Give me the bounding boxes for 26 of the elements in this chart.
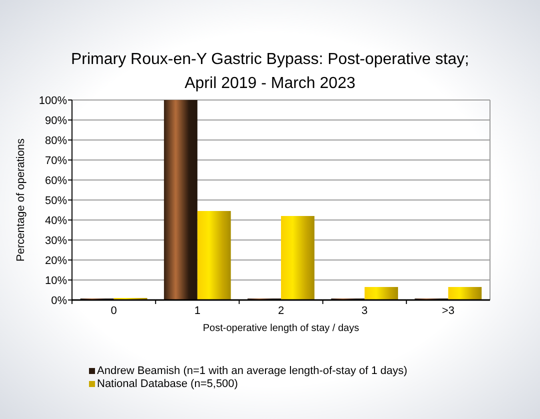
- y-tick-label: 70%: [44, 154, 68, 167]
- bar: [197, 211, 231, 300]
- y-tick-label: 30%: [44, 234, 68, 247]
- bar: [281, 216, 314, 300]
- x-tick-label: 1: [194, 305, 200, 317]
- y-tick-label: 80%: [44, 134, 68, 147]
- x-tick-label: 2: [278, 305, 284, 317]
- y-tick-label: 90%: [44, 114, 68, 127]
- x-tick-label: 0: [110, 305, 117, 317]
- y-axis-title: Percentage of operations: [15, 138, 27, 262]
- bar: [364, 287, 398, 300]
- bar: [164, 100, 198, 300]
- y-tick-label: 10%: [44, 274, 68, 287]
- chart-title: Primary Roux-en-Y Gastric Bypass: Post-operative stay; April 2019 - March 2023: [70, 51, 470, 92]
- x-tick-label: 3: [362, 305, 368, 317]
- y-tick-label: 0%: [51, 294, 68, 307]
- y-tick-label: 60%: [44, 174, 68, 187]
- x-tick-label: >3: [442, 305, 454, 317]
- y-tick-label: 100%: [38, 94, 68, 107]
- legend-label: National Database (n=5,500): [97, 378, 238, 390]
- x-axis-title: Post-operative length of stay / days: [202, 323, 360, 334]
- y-tick-label: 40%: [44, 214, 68, 227]
- bar: [448, 287, 482, 300]
- y-tick-label: 50%: [44, 194, 68, 207]
- legend-label: Andrew Beamish (n=1 with an average length-of-stay of 1 days): [97, 365, 408, 377]
- y-tick-label: 20%: [44, 254, 68, 267]
